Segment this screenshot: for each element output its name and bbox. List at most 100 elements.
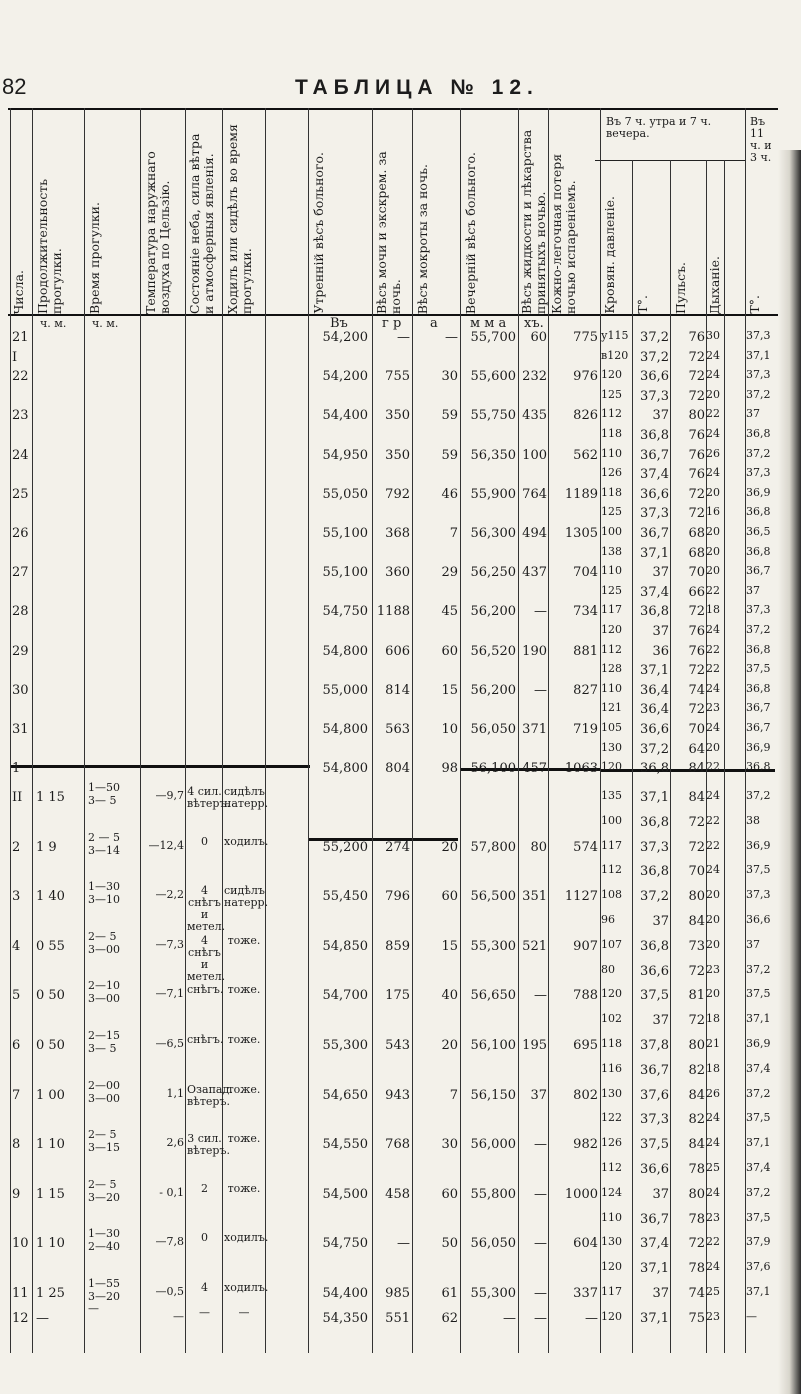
breathing-cell: 24 (706, 1186, 720, 1199)
fluids-weight-cell: 435 (522, 408, 547, 423)
blood-pressure-cell: 120 (601, 623, 622, 636)
pulse-cell: 76 (688, 330, 705, 345)
walk-time-cell: 2— 5 (88, 1178, 117, 1191)
breathing-cell: 18 (706, 1012, 720, 1025)
sputum-weight-cell: 10 (441, 722, 458, 737)
temp2-cell: 37,5 (746, 662, 771, 675)
breathing-cell: 22 (706, 839, 720, 852)
walk-duration-cell: 0 50 (36, 988, 65, 1003)
blood-pressure-cell: 117 (601, 839, 622, 852)
col-line (632, 160, 633, 1353)
day-number: 22 (12, 369, 29, 384)
sky-state-cell: 4 сил. вѣтеръ. (187, 785, 230, 810)
header-walk-time: Время прогулки. (87, 202, 102, 314)
temp2-cell: 36,9 (746, 1037, 771, 1050)
pulse-cell: 81 (688, 988, 705, 1003)
evening-weight-cell: 56,050 (470, 1236, 517, 1251)
blood-pressure-cell: у115 (601, 329, 629, 342)
pulse-cell: 72 (688, 604, 705, 619)
blood-pressure-cell: 120 (601, 987, 622, 1000)
breathing-cell: 23 (706, 1310, 720, 1323)
blood-pressure-cell: 112 (601, 863, 622, 876)
fluids-weight-cell: 371 (522, 722, 547, 737)
pulse-cell: 76 (688, 624, 705, 639)
outdoor-temp-cell: —2,2 (155, 888, 185, 901)
breathing-cell: 20 (706, 525, 720, 538)
evening-weight-cell: — (503, 1311, 516, 1326)
temp-cell: 37,5 (640, 988, 669, 1003)
temp-cell: 37 (652, 624, 669, 639)
header-outdoor-temp: Температура наружнаго воздуха по Цельзію… (143, 151, 172, 314)
temp-cell: 36,7 (640, 1063, 669, 1078)
evening-weight-cell: 56,100 (470, 761, 517, 776)
morning-weight-cell: 55,100 (322, 565, 369, 580)
breathing-cell: 22 (706, 584, 720, 597)
header-breathing: Дыханіе. (707, 255, 722, 314)
temp2-cell: 37,1 (746, 1136, 771, 1149)
day-number: 28 (12, 604, 29, 619)
breathing-cell: 18 (706, 603, 720, 616)
fluids-weight-cell: 494 (522, 526, 547, 541)
sputum-weight-cell: 15 (441, 683, 458, 698)
col-line (518, 108, 519, 1353)
temp-cell: 37,1 (640, 546, 669, 561)
temp2-cell: 37,2 (746, 1186, 771, 1199)
temp-cell: 36,6 (640, 722, 669, 737)
evening-weight-cell: 56,100 (470, 1038, 517, 1053)
pulse-cell: 72 (688, 487, 705, 502)
breathing-cell: 21 (706, 1037, 720, 1050)
evening-weight-cell: 55,750 (470, 408, 517, 423)
temp2-cell: 36,8 (746, 682, 771, 695)
temp-cell: 36,7 (640, 1212, 669, 1227)
section-rule-left (10, 765, 310, 768)
morning-weight-cell: 54,750 (322, 604, 369, 619)
evening-weight-cell: 56,520 (470, 644, 517, 659)
walk-time-end-cell: 3— 5 (88, 794, 117, 807)
walk-time-cell: 1—30 (88, 1227, 120, 1240)
breathing-cell: 26 (706, 447, 720, 460)
day-number: 26 (12, 526, 29, 541)
evening-weight-cell: 57,800 (470, 840, 517, 855)
col-line (745, 108, 746, 1353)
morning-weight-cell: 54,500 (322, 1187, 369, 1202)
pulse-cell: 84 (688, 914, 705, 929)
walk-duration-cell: 1 15 (36, 1187, 65, 1202)
breathing-cell: 20 (706, 938, 720, 951)
sky-state-cell: 4 снѣгъ и метел. (187, 884, 226, 933)
temp-cell: 37,4 (640, 585, 669, 600)
col-line (670, 160, 671, 1353)
temp2-cell: — (746, 1310, 757, 1323)
section-rule-vitals (600, 769, 775, 772)
sputum-weight-cell: 20 (441, 840, 458, 855)
day-number: 10 (12, 1236, 29, 1251)
sky-state-cell: 0 (201, 835, 208, 848)
urine-weight-cell: 543 (385, 1038, 410, 1053)
pulse-cell: 74 (688, 683, 705, 698)
walk-time-cell: 2—00 (88, 1079, 120, 1092)
pulse-cell: 84 (688, 761, 705, 776)
day-number: 29 (12, 644, 29, 659)
subheader-kh: хъ. (524, 316, 544, 331)
fluids-weight-cell: 80 (530, 840, 547, 855)
morning-weight-cell: 54,950 (322, 448, 369, 463)
walked-or-sat-cell: ходилъ. (224, 835, 269, 848)
col-line (548, 108, 549, 1353)
top-rule (8, 108, 778, 110)
evening-weight-cell: 55,300 (470, 1286, 517, 1301)
urine-weight-cell: 360 (385, 565, 410, 580)
evening-weight-cell: 56,300 (470, 526, 517, 541)
blood-pressure-cell: 130 (601, 1235, 622, 1248)
breathing-cell: 20 (706, 888, 720, 901)
walk-duration-cell: 1 10 (36, 1236, 65, 1251)
pulse-cell: 72 (688, 663, 705, 678)
urine-weight-cell: 814 (385, 683, 410, 698)
skin-loss-cell: 1063 (564, 761, 598, 776)
urine-weight-cell: 274 (385, 840, 410, 855)
urine-weight-cell: 350 (385, 448, 410, 463)
sky-state-cell: снѣгъ. (187, 983, 224, 996)
blood-pressure-cell: 126 (601, 1136, 622, 1149)
subheader-a: а (430, 316, 438, 331)
day-number: 3 (12, 889, 21, 904)
walk-time-cell: 2 — 5 (88, 831, 120, 844)
sky-state-cell: 0 (201, 1231, 208, 1244)
